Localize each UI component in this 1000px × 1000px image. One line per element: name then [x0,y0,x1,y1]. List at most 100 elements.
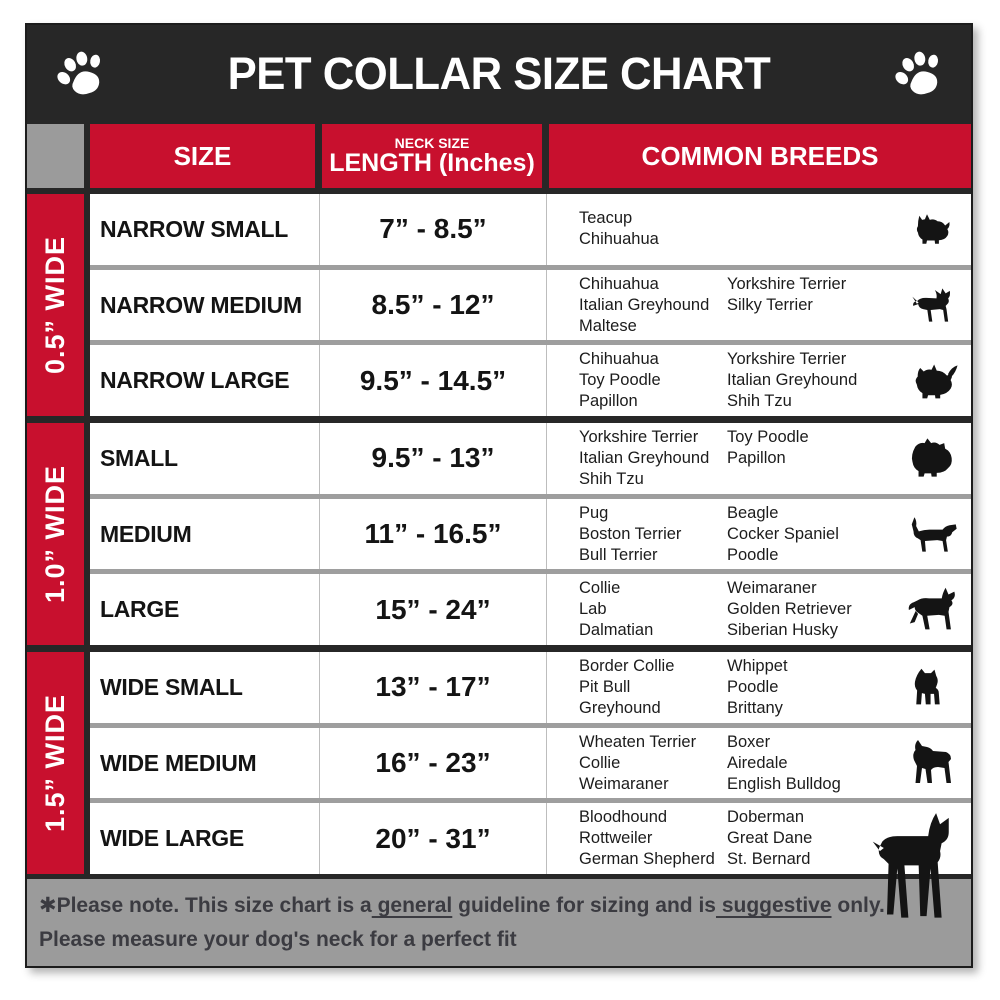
neck-range-cell: 11” - 16.5” [319,498,546,570]
breeds-column-1: Chihuahua Italian Greyhound Maltese [579,274,710,335]
neck-size-label: NECK SIZE [394,134,470,151]
breeds-cell: Bloodhound Rottweiler German Shepherd Dobe… [546,803,971,874]
neck-range-cell: 15” - 24” [319,574,546,646]
table-row: WIDE SMALL 13” - 17” Border Collie Pit Bu… [90,652,971,723]
neck-range-cell: 16” - 23” [319,727,546,799]
boxer-icon [903,731,963,795]
breeds-columns: Collie Lab Dalmatian Weimaraner Golden Retr… [579,578,903,641]
pekingese-icon [905,433,961,483]
neck-range-cell: 8.5” - 12” [319,269,546,341]
row-separator [90,569,971,575]
breeds-column-2: Yorkshire Terrier Italian Greyhound Shih T… [727,350,858,411]
length-inches-label: LENGTH (Inches) [329,149,535,178]
row-separator [90,798,971,804]
breeds-cell: Collie Lab Dalmatian Weimaraner Golden Retr… [546,574,971,646]
pet-collar-size-chart: PET COLLAR SIZE CHART SIZE NECK SIZE LEN… [25,23,973,968]
row-separator [90,264,971,270]
column-header-breeds: COMMON BREEDS [549,124,971,188]
table-body: 0.5” WIDE NARROW SMALL 7” - 8.5” Teacup C… [27,188,971,966]
neck-range-cell: 9.5” - 13” [319,423,546,494]
note-line-2: Please measure your dog's neck for a per… [39,928,517,951]
breeds-column-1: Chihuahua Toy Poodle Papillon [579,350,661,411]
breeds-columns: Chihuahua Italian Greyhound Maltese Yorksh… [579,274,903,337]
breeds-column-1: Pug Boston Terrier Bull Terrier [579,503,682,564]
breeds-columns: Border Collie Pit Bull Greyhound Whippet Po… [579,656,903,719]
size-cell: WIDE SMALL [100,673,243,700]
breeds-column-2: Boxer Airedale English Bulldog [727,732,841,793]
corner-cell [27,124,84,188]
breeds-cell: Border Collie Pit Bull Greyhound Whippet Po… [546,652,971,723]
breeds-column-2: Toy Poodle Papillon [727,427,809,467]
row-separator [90,493,971,499]
breeds-cell: Teacup Chihuahua [546,194,971,265]
table-row: WIDE LARGE 20” - 31” Bloodhound Rottweile… [90,803,971,874]
breeds-column-1: Collie Lab Dalmatian [579,579,654,640]
breeds-cell: Chihuahua Toy Poodle Papillon Yorkshire Te… [546,345,971,417]
size-cell: NARROW SMALL [100,215,289,242]
doberman-icon [868,802,963,932]
breeds-columns: Pug Boston Terrier Bull Terrier Beagle Cock… [579,503,903,566]
column-header-row: SIZE NECK SIZE LENGTH (Inches) COMMON BR… [27,124,971,188]
breeds-cell: Wheaten Terrier Collie Weimaraner Boxer Air… [546,727,971,799]
size-cell: SMALL [100,444,178,471]
table-row: WIDE MEDIUM 16” - 23” Wheaten Terrier Col… [90,727,971,799]
note-text-segment: guideline for sizing and is [452,894,716,917]
note-line-1: ✱Please note. This size chart is a gener… [39,889,957,923]
row-separator [90,340,971,346]
width-section-10: 1.0” WIDE SMALL 9.5” - 13” Yorkshire Ter… [27,423,971,646]
breeds-column-2: Weimaraner Golden Retriever Siberian Husky [727,579,852,640]
breeds-column-1: Wheaten Terrier Collie Weimaraner [579,732,697,793]
size-cell: NARROW MEDIUM [100,291,302,318]
pomeranian-icon [909,358,961,404]
column-header-neck: NECK SIZE LENGTH (Inches) [322,124,542,188]
width-bar-label: 1.5” WIDE [40,693,70,833]
size-cell: WIDE MEDIUM [100,749,257,776]
size-cell: LARGE [100,596,180,623]
table-row: NARROW MEDIUM 8.5” - 12” Chihuahua Italia… [90,269,971,341]
yorkshire-terrier-icon [913,211,955,247]
breeds-column-2: Beagle Cocker Spaniel Poodle [727,503,839,564]
breeds-columns: Teacup Chihuahua [579,208,903,250]
title-bar: PET COLLAR SIZE CHART [27,25,971,122]
breeds-column-1: Teacup Chihuahua [579,209,659,249]
width-bar-05: 0.5” WIDE [27,194,84,416]
breeds-cell: Yorkshire Terrier Italian Greyhound Shih T… [546,423,971,494]
neck-range-cell: 13” - 17” [319,652,546,723]
breeds-columns: Bloodhound Rottweiler German Shepherd Dobe… [579,807,903,870]
breeds-column-2: Yorkshire Terrier Silky Terrier [727,274,847,314]
breeds-columns: Chihuahua Toy Poodle Papillon Yorkshire Te… [579,349,903,412]
breeds-column-2: Doberman Great Dane St. Bernard [727,808,813,869]
row-separator [90,722,971,728]
width-section-15: 1.5” WIDE WIDE SMALL 13” - 17” Border Co… [27,652,971,874]
table-row: MEDIUM 11” - 16.5” Pug Boston Terrier Bull… [90,498,971,570]
note-text-segment: only. [831,894,885,917]
size-cell: MEDIUM [100,520,192,547]
width-bar-label: 1.0” WIDE [40,464,70,604]
width-bar-15: 1.5” WIDE [27,652,84,874]
breeds-column-1: Bloodhound Rottweiler German Shepherd [579,808,715,869]
german-shepherd-icon [905,583,963,637]
size-cell: WIDE LARGE [100,825,244,852]
breeds-columns: Yorkshire Terrier Italian Greyhound Shih T… [579,427,903,490]
width-bar-10: 1.0” WIDE [27,423,84,645]
breeds-column-1: Border Collie Pit Bull Greyhound [579,656,675,717]
width-section-05: 0.5” WIDE NARROW SMALL 7” - 8.5” Teacup C… [27,194,971,417]
neck-range-cell: 7” - 8.5” [319,194,546,265]
breeds-column-1: Yorkshire Terrier Italian Greyhound Shih T… [579,427,710,488]
footer-note: ✱Please note. This size chart is a gener… [27,879,971,966]
table-row: NARROW SMALL 7” - 8.5” Teacup Chihuahua [90,194,971,265]
note-underlined-word: suggestive [715,894,832,917]
size-cell: NARROW LARGE [100,367,290,394]
neck-range-cell: 20” - 31” [319,803,546,875]
table-row: NARROW LARGE 9.5” - 14.5” Chihuahua Toy P… [90,345,971,417]
note-underlined-word: general [371,894,453,917]
paw-icon-left [46,39,114,107]
breeds-cell: Pug Boston Terrier Bull Terrier Beagle Cock… [546,498,971,570]
pit-bull-icon [905,658,957,716]
paw-icon-right [884,39,952,107]
table-row: LARGE 15” - 24” Collie Lab Dalmatian Weima… [90,574,971,646]
width-bar-label: 0.5” WIDE [40,235,70,375]
column-header-size: SIZE [90,124,315,188]
neck-range-cell: 9.5” - 14.5” [319,345,546,417]
note-text-segment: ✱Please note. This size chart is a [39,894,372,917]
